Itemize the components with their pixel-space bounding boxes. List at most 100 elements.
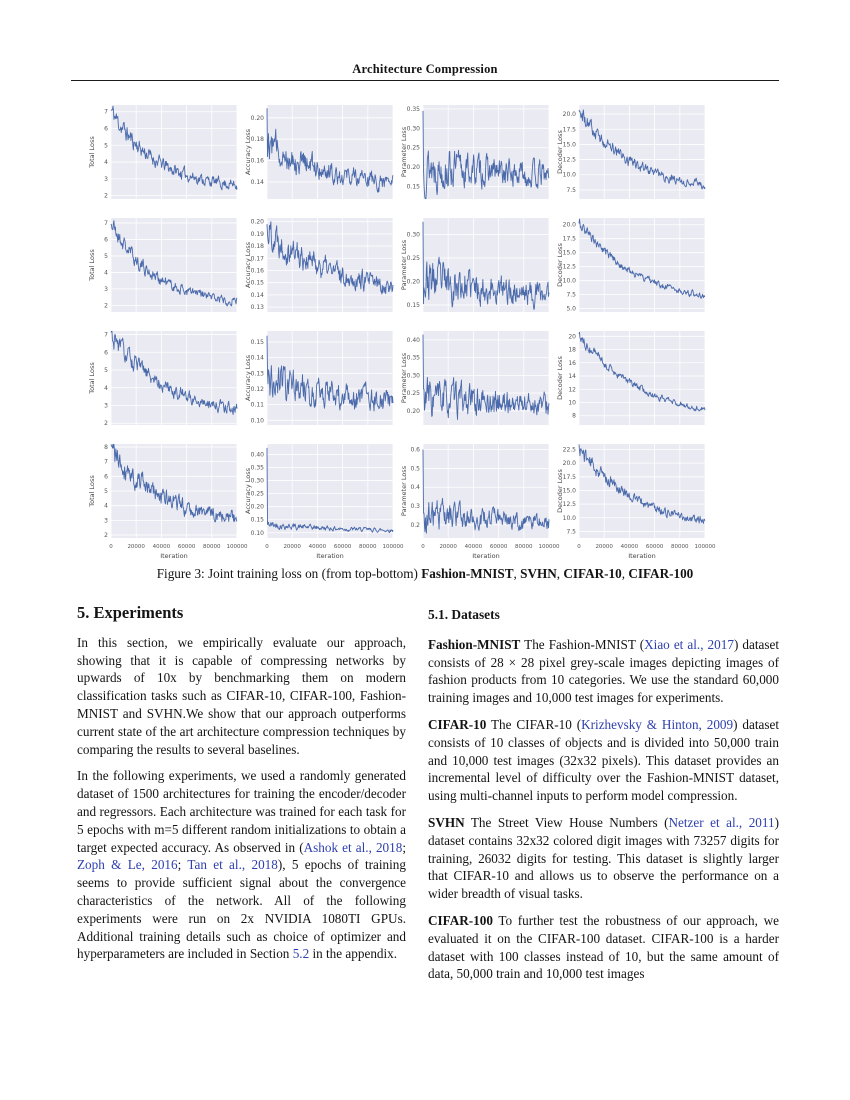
y-axis-label: Parameter Loss: [400, 126, 408, 177]
x-tick-label: 100000: [695, 544, 716, 550]
x-tick-label: 0: [577, 544, 581, 550]
y-tick-label: 3: [104, 176, 108, 183]
x-tick-label: 20000: [127, 544, 145, 550]
y-tick-label: 0.11: [251, 402, 265, 409]
y-tick-label: 0.25: [407, 390, 421, 397]
y-tick-label: 0.5: [410, 465, 420, 472]
text-run: Figure 3: Joint training loss on (from t…: [156, 566, 422, 581]
y-tick-label: 6: [104, 236, 108, 243]
x-tick-label: 40000: [309, 544, 327, 550]
plot-cifar-100-accuracy-loss: 0.10 0.15 0.20 0.25 0.30 0.35 0.40 Accuracy Los…: [244, 440, 404, 566]
x-tick-label: 20000: [283, 544, 301, 550]
y-tick-label: 0.13: [251, 370, 265, 377]
figure-caption: Figure 3: Joint training loss on (from t…: [71, 566, 779, 582]
x-tick-label: 40000: [465, 544, 483, 550]
y-tick-label: 0.30: [407, 372, 421, 379]
y-tick-label: 10.0: [563, 515, 577, 522]
paragraph-fashion-mnist: Fashion-MNIST The Fashion-MNIST (Xiao et…: [428, 636, 779, 707]
subsection-heading-datasets: 5.1. Datasets: [428, 607, 500, 622]
plot-fashion-mnist-parameter-loss: 0.15 0.20 0.25 0.30 0.35 Parameter Loss: [400, 101, 556, 214]
x-tick-label: 60000: [178, 544, 196, 550]
text-run: The CIFAR-10 (: [486, 716, 582, 732]
y-tick-label: 0.12: [251, 386, 265, 393]
y-tick-label: 0.3: [410, 503, 420, 510]
loss-curve: [110, 443, 238, 523]
citation-link[interactable]: Krizhevsky & Hinton, 2009: [581, 716, 734, 732]
bold-text: CIFAR-10: [563, 566, 622, 581]
y-axis-label: Parameter Loss: [400, 352, 408, 403]
x-tick-label: 80000: [203, 544, 221, 550]
y-axis-label: Decoder Loss: [556, 130, 564, 174]
y-tick-label: 14: [568, 373, 576, 380]
y-tick-label: 0.16: [251, 267, 265, 274]
bold-text: Fashion-MNIST: [428, 636, 521, 652]
loss-curve: [578, 444, 706, 524]
loss-curve: [422, 449, 550, 534]
citation-link[interactable]: Zoph & Le, 2016: [77, 857, 178, 873]
loss-curve: [266, 335, 394, 412]
y-tick-label: 4: [104, 385, 108, 392]
y-tick-label: 15.0: [563, 141, 577, 148]
text-run: ,: [513, 566, 521, 581]
y-tick-label: 0.16: [251, 158, 265, 165]
y-tick-label: 12.5: [563, 264, 577, 271]
citation-link[interactable]: Ashok et al., 2018: [303, 839, 403, 855]
y-tick-label: 3: [104, 286, 108, 293]
y-tick-label: 8: [572, 413, 576, 420]
y-tick-label: 5: [104, 488, 108, 495]
y-axis-label: Accuracy Loss: [244, 241, 252, 288]
y-tick-label: 0.19: [251, 231, 265, 238]
citation-link[interactable]: 5.2: [292, 946, 310, 962]
y-tick-label: 0.6: [410, 447, 420, 454]
x-tick-label: 60000: [646, 544, 664, 550]
text-run: The Street View House Numbers (: [464, 814, 669, 830]
y-tick-label: 18: [568, 347, 576, 354]
paragraph-experiments-2: In the following experiments, we used a …: [77, 767, 406, 963]
y-tick-label: 0.15: [407, 184, 421, 191]
plot-fashion-mnist-total-loss: 2 3 4 5 6 7 Total Loss: [88, 101, 244, 214]
y-tick-label: 10.0: [563, 278, 577, 285]
plot-svhn-total-loss: 2 3 4 5 6 7 Total Loss: [88, 214, 244, 327]
y-tick-label: 15.0: [563, 487, 577, 494]
y-axis-label: Decoder Loss: [556, 243, 564, 287]
y-tick-label: 20.0: [563, 222, 577, 229]
left-column: 5. Experiments In this section, we empir…: [77, 604, 406, 972]
x-tick-label: 100000: [383, 544, 404, 550]
citation-link[interactable]: Xiao et al., 2017: [644, 636, 734, 652]
plot-cifar-100-parameter-loss: 0.2 0.3 0.4 0.5 0.6 Parameter Loss 0 20000 40000…: [400, 440, 560, 566]
y-tick-label: 15.0: [563, 250, 577, 257]
y-tick-label: 0.20: [251, 219, 265, 226]
y-axis-label: Total Loss: [88, 136, 96, 169]
y-tick-label: 7: [104, 332, 108, 339]
y-tick-label: 12.5: [563, 157, 577, 164]
text-run: ;: [402, 839, 406, 855]
y-tick-label: 4: [104, 159, 108, 166]
citation-link[interactable]: Tan et al., 2018: [187, 857, 278, 873]
y-tick-label: 3: [104, 517, 108, 524]
plot-cifar-10-decoder-loss: 8 10 12 14 16 18 20 Decoder Loss: [556, 327, 712, 440]
y-tick-label: 0.15: [251, 517, 265, 524]
y-tick-label: 0.10: [251, 417, 265, 424]
y-axis-label: Parameter Loss: [400, 239, 408, 290]
plot-svhn-parameter-loss: 0.15 0.20 0.25 0.30 Parameter Loss: [400, 214, 556, 327]
y-axis-label: Accuracy Loss: [244, 467, 252, 514]
plot-cifar-10-accuracy-loss: 0.10 0.11 0.12 0.13 0.14 0.15 Accuracy Loss: [244, 327, 400, 440]
y-tick-label: 0.30: [407, 125, 421, 132]
y-tick-label: 2: [104, 193, 108, 200]
y-tick-label: 17.5: [563, 126, 577, 133]
y-axis-label: Accuracy Loss: [244, 128, 252, 175]
y-tick-label: 7: [104, 109, 108, 116]
loss-curve: [422, 221, 550, 310]
x-axis-label: Iteration: [628, 552, 656, 560]
y-tick-label: 3: [104, 402, 108, 409]
y-tick-label: 0.14: [251, 179, 265, 186]
loss-curve: [110, 105, 238, 191]
citation-link[interactable]: Netzer et al., 2011: [668, 814, 775, 830]
y-tick-label: 6: [104, 126, 108, 133]
y-tick-label: 17.5: [563, 236, 577, 243]
y-tick-label: 0.35: [251, 465, 265, 472]
y-axis-label: Accuracy Loss: [244, 354, 252, 401]
x-tick-label: 100000: [539, 544, 560, 550]
y-tick-label: 5.0: [566, 306, 576, 313]
